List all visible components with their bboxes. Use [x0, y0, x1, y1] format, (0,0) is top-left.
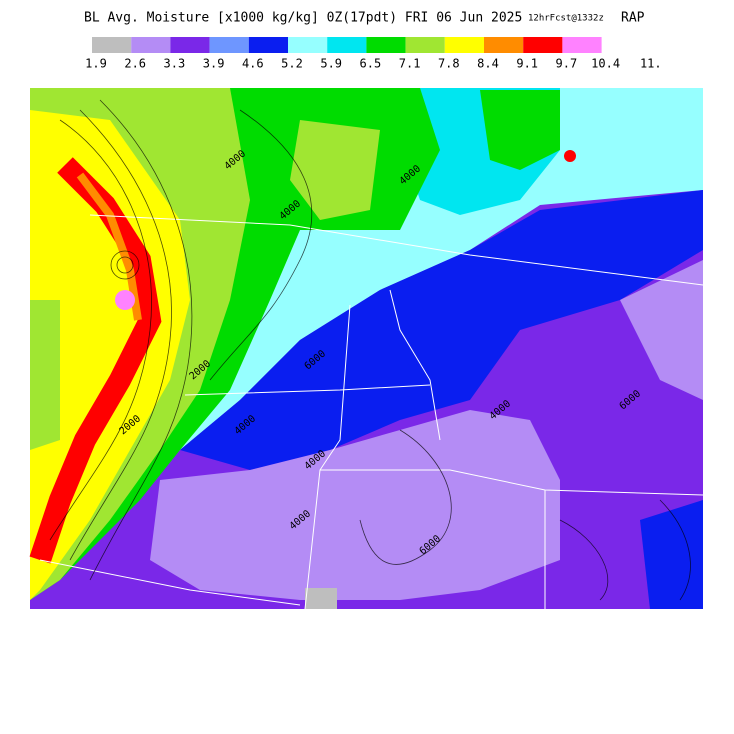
colorbar-label: 6.5	[360, 57, 382, 71]
color-swatch	[131, 37, 171, 53]
color-swatch	[170, 37, 210, 53]
region	[115, 290, 135, 310]
region	[640, 500, 703, 609]
colorbar-label: 5.9	[320, 57, 342, 71]
color-swatch	[523, 37, 563, 53]
region	[76, 172, 142, 321]
contours	[49, 99, 691, 601]
color-swatch	[327, 37, 367, 53]
colorbar-label: 8.4	[477, 57, 499, 71]
color-swatch	[209, 37, 249, 53]
region	[480, 90, 560, 170]
colorbar-label: 7.1	[399, 57, 421, 71]
region	[150, 410, 560, 600]
colorbar-label: 5.2	[281, 57, 303, 71]
color-swatch	[444, 37, 484, 53]
region	[564, 150, 576, 162]
colorbar-label: 2.6	[124, 57, 146, 71]
color-swatch	[405, 37, 445, 53]
color-swatch	[484, 37, 524, 53]
forecast-label: 12hrFcst@1332z	[528, 14, 604, 24]
color-swatch	[562, 37, 602, 53]
colorbar-label: 9.7	[556, 57, 578, 71]
region	[290, 120, 380, 220]
colorbar-label: 10.4	[591, 57, 620, 71]
colorbar: 1.9 2.6 3.3 3.9 4.6 5.2 5.9 6.5 7.1 7.8 8.4 9.1 9.7 1…	[85, 37, 662, 71]
region	[180, 190, 703, 470]
colorbar-label: 1.9	[85, 57, 107, 71]
title: BL Avg. Moisture [x1000 kg/kg] 0Z(17pdt)…	[84, 11, 522, 26]
colorbar-label: 11.	[640, 57, 662, 71]
color-swatch	[288, 37, 328, 53]
region	[305, 588, 337, 609]
borders	[39, 214, 704, 610]
model-label: RAP	[621, 11, 645, 26]
colorbar-label: 3.3	[164, 57, 186, 71]
region	[620, 260, 703, 400]
colorbar-label: 4.6	[242, 57, 264, 71]
color-swatch	[248, 37, 288, 53]
colorbar-label: 3.9	[203, 57, 225, 71]
colorbar-label: 7.8	[438, 57, 460, 71]
color-swatch	[92, 37, 132, 53]
colorbar-label: 9.1	[516, 57, 538, 71]
color-swatch	[366, 37, 406, 53]
